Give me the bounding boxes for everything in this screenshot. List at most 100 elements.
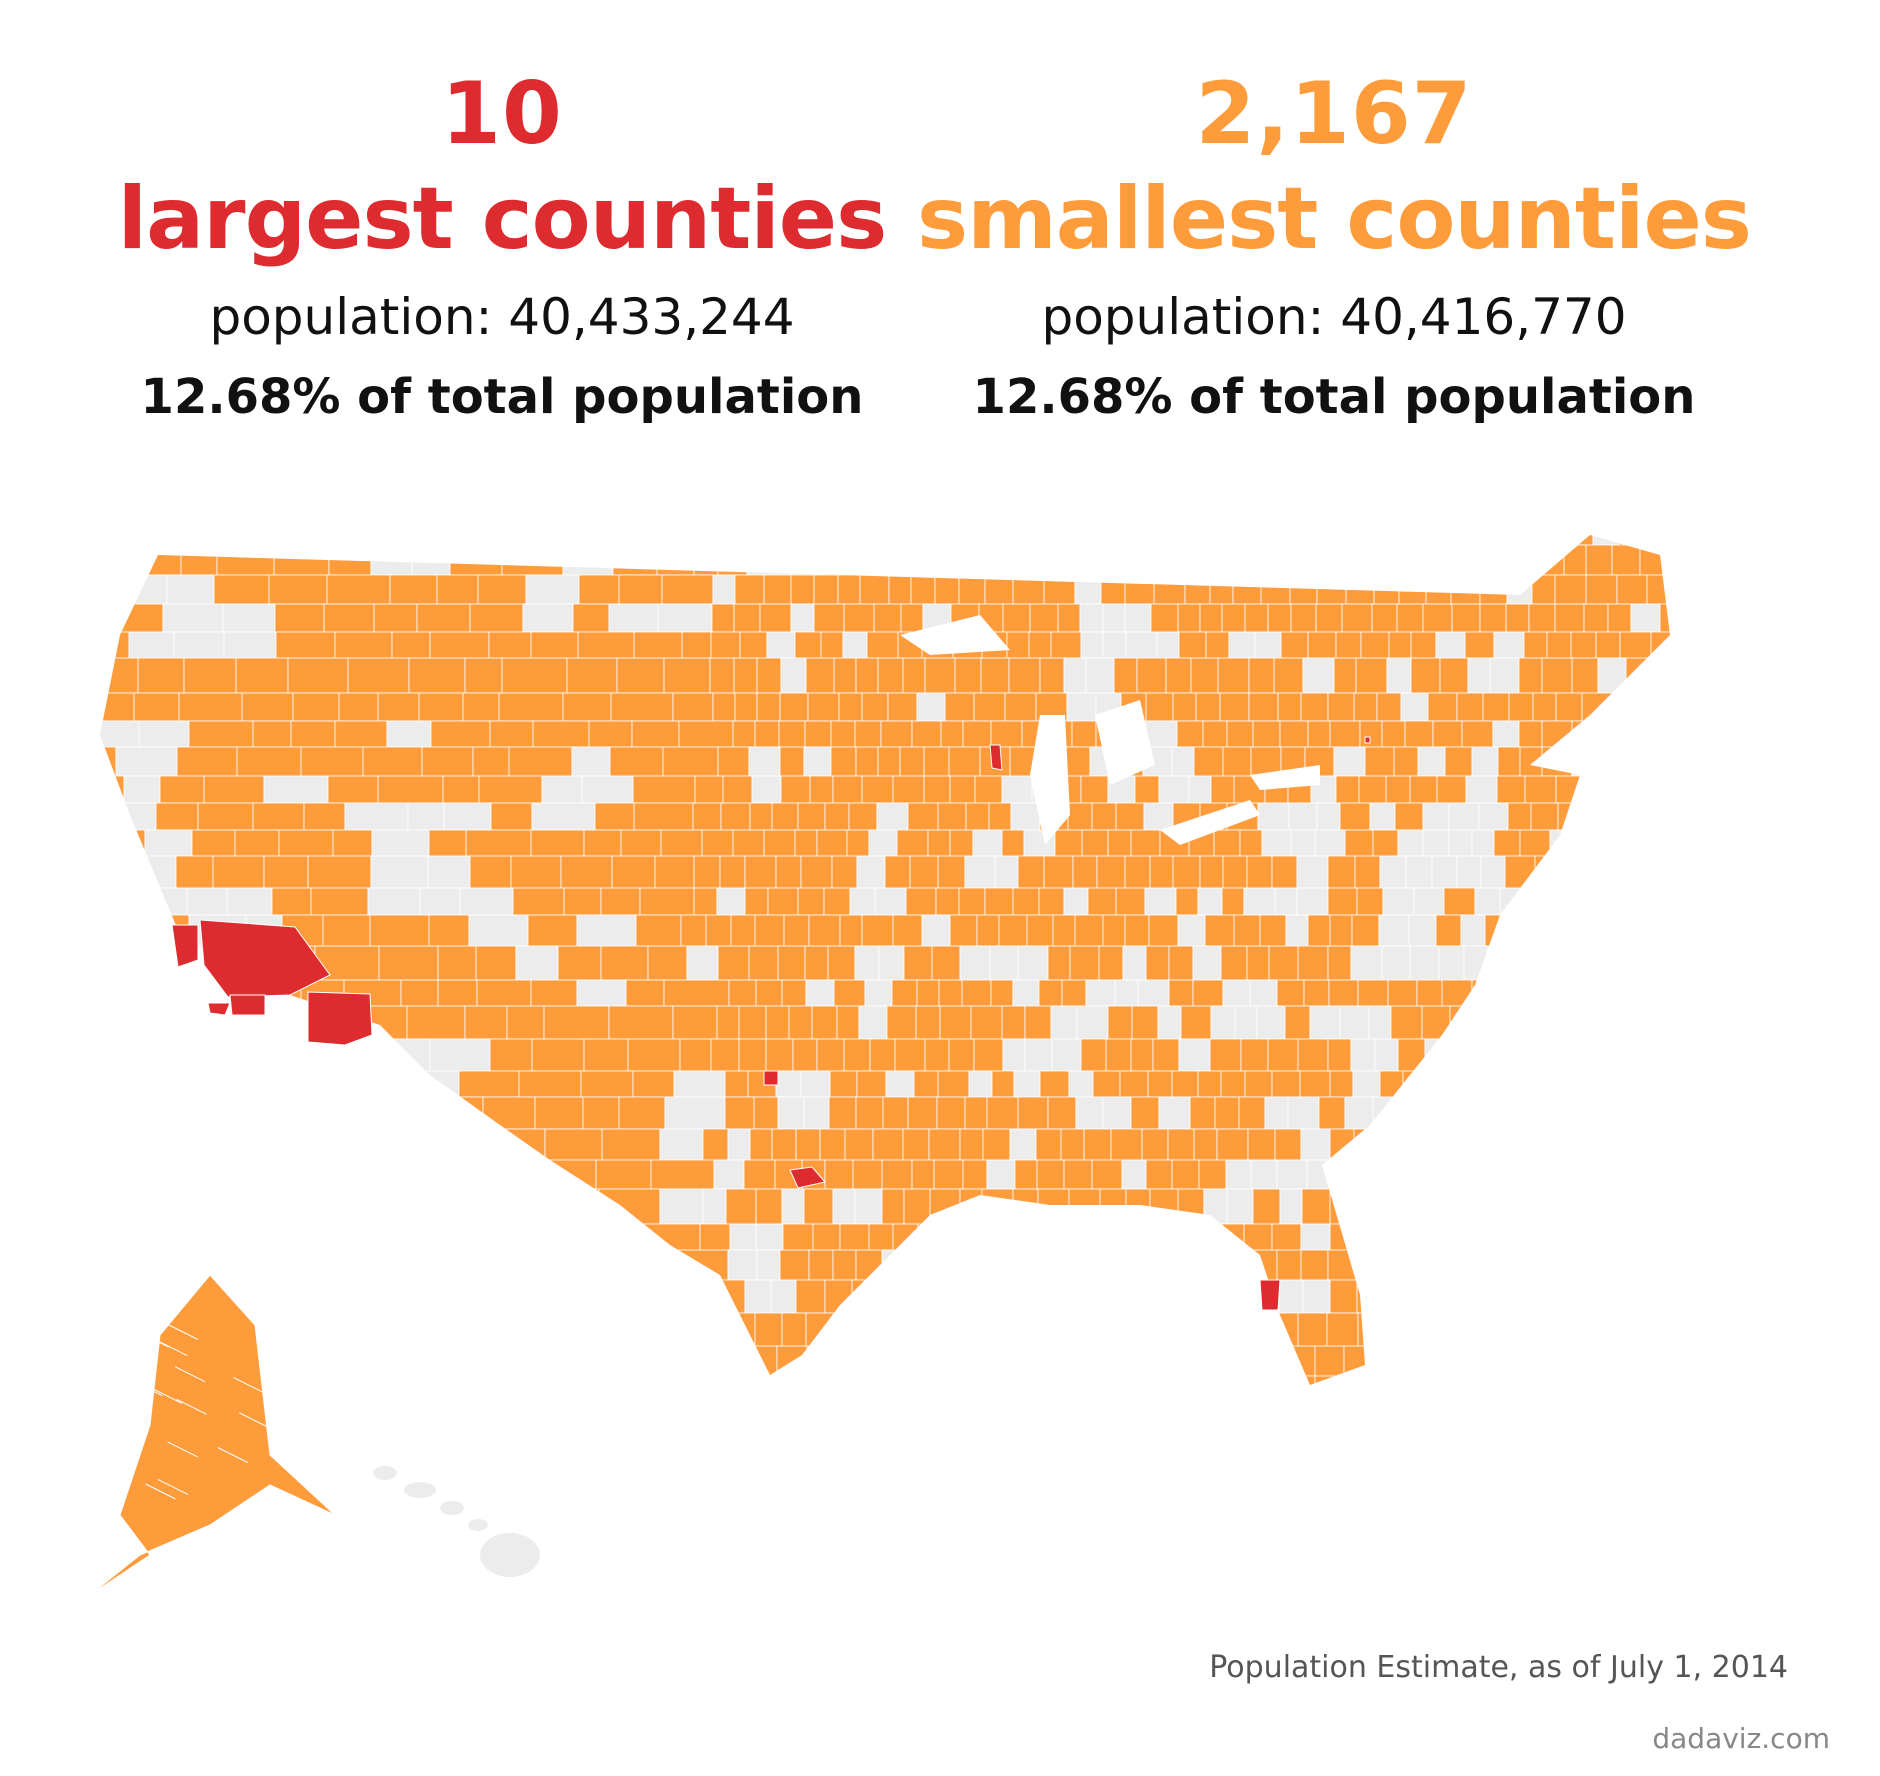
county-cell	[1287, 1096, 1320, 1130]
county-cell	[344, 802, 409, 831]
county-cell	[716, 1005, 740, 1040]
lake	[900, 615, 1010, 655]
county-cell	[1014, 1159, 1038, 1190]
county-cell	[1210, 1005, 1236, 1040]
county-cell	[710, 631, 741, 659]
county-cell	[430, 720, 491, 748]
site-credit: dadaviz.com	[1652, 1722, 1830, 1755]
county-cell	[1493, 631, 1525, 659]
county-cell	[583, 829, 622, 857]
county-cell	[418, 692, 464, 722]
county-cell	[1221, 603, 1246, 633]
county-cell	[469, 603, 524, 633]
county-cell	[1178, 1038, 1211, 1072]
county-cell	[1616, 574, 1648, 605]
county-cell	[1144, 887, 1177, 916]
county-cell	[713, 1159, 745, 1190]
county-cell	[1518, 720, 1543, 748]
county-cell	[1393, 746, 1419, 777]
county-cell	[832, 1188, 856, 1225]
county-cell	[1467, 657, 1491, 694]
county-cell	[836, 1005, 860, 1040]
county-cell	[984, 887, 1014, 916]
county-cell	[1002, 603, 1031, 633]
county-cell	[1172, 692, 1197, 722]
county-cell	[659, 1128, 704, 1161]
county-cell	[973, 692, 1006, 722]
county-cell	[175, 855, 214, 889]
county-cell	[1199, 603, 1223, 633]
county-cell	[720, 802, 751, 831]
county-cell	[1152, 1038, 1180, 1072]
county-cell	[362, 746, 423, 777]
county-cell	[878, 945, 905, 981]
county-cell	[1050, 631, 1082, 659]
county-cell	[662, 746, 719, 777]
county-cell	[765, 1038, 794, 1072]
county-cell	[891, 979, 918, 1007]
county-cell	[1378, 914, 1410, 947]
county-cell	[1333, 746, 1366, 777]
county-cell	[1318, 1096, 1346, 1130]
county-cell	[1204, 914, 1235, 947]
county-cell	[1350, 945, 1383, 981]
lake	[1160, 800, 1260, 845]
county-cell	[892, 775, 925, 804]
county-cell	[389, 574, 438, 605]
county-cell	[913, 1070, 939, 1098]
county-cell	[618, 574, 663, 605]
county-cell	[962, 720, 992, 748]
county-cell	[1489, 657, 1520, 694]
county-cell	[1158, 1096, 1191, 1130]
county-cell	[780, 657, 807, 694]
county-cell	[462, 692, 500, 722]
county-cell	[751, 775, 782, 804]
county-cell	[734, 574, 765, 605]
county-cell	[611, 855, 656, 889]
county-cell	[855, 1096, 884, 1130]
county-cell	[1285, 914, 1309, 947]
county-cell	[1190, 657, 1219, 694]
county-cell	[722, 775, 753, 804]
county-cell	[1035, 1128, 1062, 1161]
county-cell	[442, 775, 480, 804]
county-cell	[907, 802, 939, 831]
county-cell	[522, 603, 574, 633]
county-cell	[876, 802, 909, 831]
county-cell	[804, 945, 829, 981]
county-cell	[478, 775, 543, 804]
county-cell	[1222, 855, 1248, 889]
county-cell	[807, 692, 840, 722]
maricopa-county	[307, 991, 373, 1046]
county-cell	[1102, 914, 1126, 947]
county-cell	[1299, 1070, 1331, 1098]
county-cell	[990, 720, 1023, 748]
county-cell	[1178, 631, 1207, 659]
county-cell	[744, 1279, 772, 1314]
county-cell	[1431, 855, 1458, 889]
county-cell	[1357, 979, 1389, 1007]
county-cell	[1381, 945, 1411, 981]
county-cell	[1555, 692, 1583, 722]
county-cell	[1119, 1070, 1149, 1098]
county-cell	[1145, 945, 1170, 981]
county-cell	[616, 657, 665, 694]
county-cell	[790, 603, 815, 633]
county-cell	[583, 1038, 629, 1072]
source-note: Population Estimate, as of July 1, 2014	[1209, 1650, 1788, 1685]
county-cell	[588, 720, 633, 748]
county-cell	[954, 657, 982, 694]
county-cell	[712, 574, 736, 605]
county-cell	[183, 657, 237, 694]
county-cell	[1482, 692, 1510, 722]
county-cell	[1172, 855, 1201, 889]
county-cell	[1410, 657, 1441, 694]
county-cell	[1243, 887, 1276, 916]
county-cell	[1279, 720, 1309, 748]
county-cell	[1257, 802, 1290, 831]
miami-dade-county	[1259, 1279, 1281, 1311]
county-cell	[771, 1128, 797, 1161]
county-cell	[790, 574, 815, 605]
county-cell	[882, 1096, 909, 1130]
county-cell	[1115, 887, 1146, 916]
